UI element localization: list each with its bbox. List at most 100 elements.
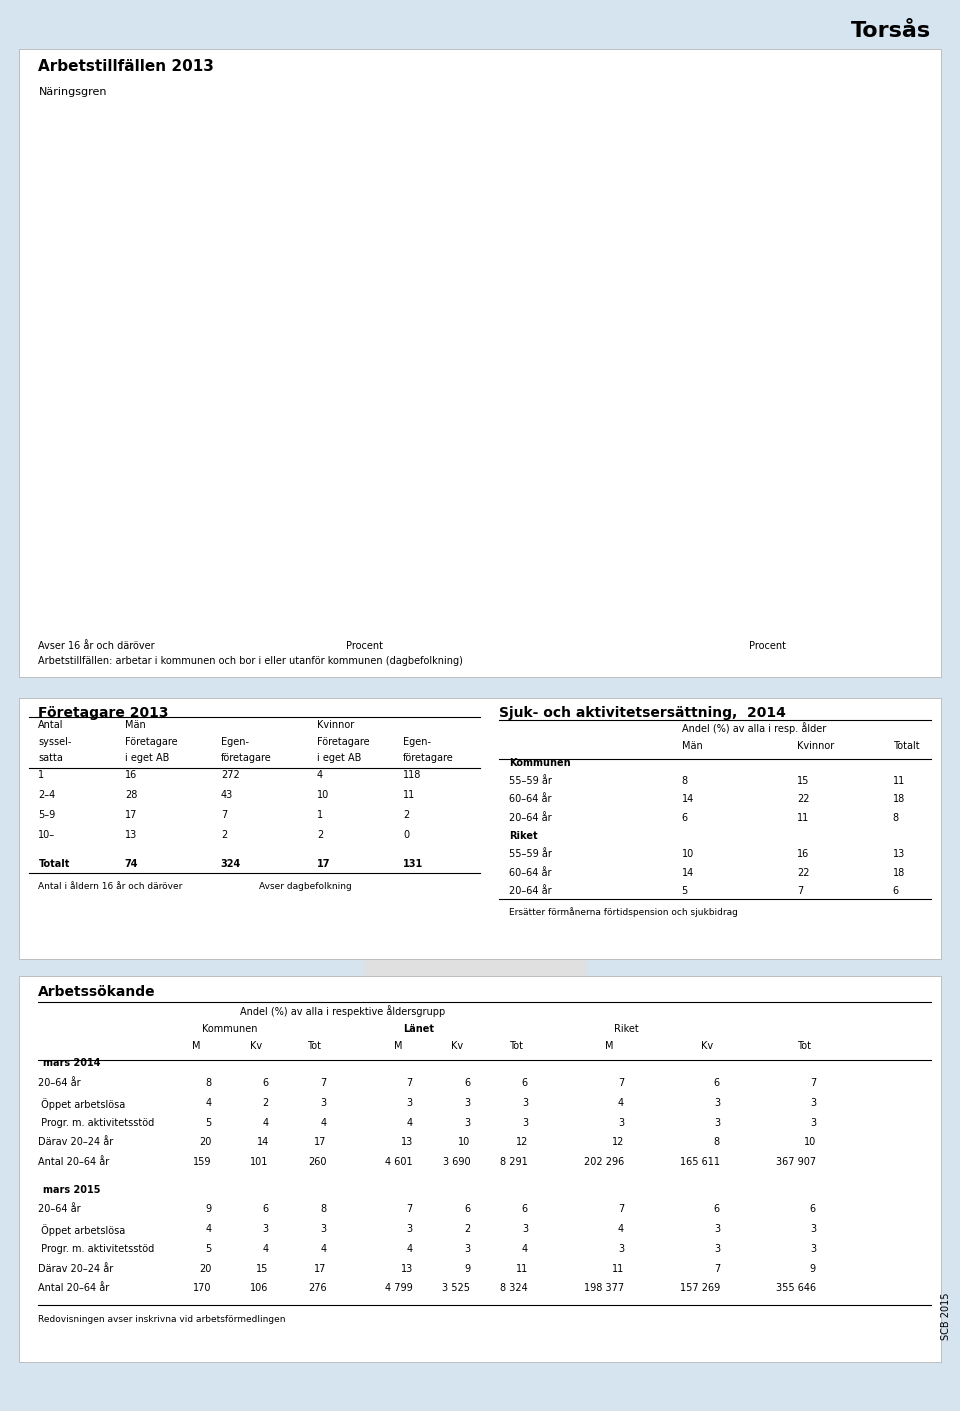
Text: 14: 14 — [682, 868, 694, 878]
Bar — [269, 155, 310, 166]
Text: Progr. m. aktivitetsstöd: Progr. m. aktivitetsstöd — [38, 1118, 155, 1127]
Text: 4 799: 4 799 — [385, 1284, 413, 1294]
Text: Företagare: Företagare — [125, 737, 178, 746]
Bar — [269, 216, 289, 227]
Text: Arbetstillfällen: arbetar i kommunen och bor i eller utanför kommunen (dagbefolk: Arbetstillfällen: arbetar i kommunen och… — [38, 656, 464, 666]
Text: Riket: Riket — [509, 831, 538, 841]
Text: mars 2014: mars 2014 — [43, 1058, 101, 1068]
Text: 7: 7 — [320, 1078, 326, 1088]
Text: 4: 4 — [618, 1225, 624, 1235]
Text: 367 907: 367 907 — [776, 1157, 816, 1167]
Bar — [269, 529, 279, 542]
Bar — [605, 317, 636, 330]
Text: Företagare 2013: Företagare 2013 — [38, 706, 169, 720]
Text: 18: 18 — [893, 794, 905, 804]
Text: 3: 3 — [618, 1245, 624, 1254]
Bar — [269, 306, 279, 317]
Text: 13: 13 — [893, 849, 905, 859]
Text: 11: 11 — [893, 776, 905, 786]
Text: 3: 3 — [407, 1098, 413, 1108]
Text: 17: 17 — [314, 1137, 326, 1147]
Text: 8: 8 — [321, 1205, 326, 1215]
Text: Progr. m. aktivitetsstöd: Progr. m. aktivitetsstöd — [38, 1245, 155, 1254]
Bar — [605, 378, 636, 391]
Text: 101: 101 — [251, 1157, 269, 1167]
Bar — [269, 439, 279, 452]
Text: 106: 106 — [251, 1284, 269, 1294]
Text: 2: 2 — [262, 1098, 269, 1108]
Text: Kv: Kv — [250, 1041, 262, 1051]
Text: 3: 3 — [714, 1225, 720, 1235]
Text: 3: 3 — [810, 1098, 816, 1108]
Text: 13: 13 — [125, 830, 137, 840]
Text: 4: 4 — [205, 1225, 211, 1235]
Bar — [605, 126, 820, 137]
Text: M: M — [605, 1041, 613, 1051]
Text: 4: 4 — [317, 770, 323, 780]
Text: 3: 3 — [522, 1225, 528, 1235]
Bar — [605, 457, 615, 468]
Text: 4: 4 — [407, 1245, 413, 1254]
Bar — [605, 155, 646, 166]
Text: 8: 8 — [714, 1137, 720, 1147]
Text: Kv: Kv — [701, 1041, 713, 1051]
Bar — [605, 426, 636, 439]
Text: 202 296: 202 296 — [584, 1157, 624, 1167]
Title: Riket: Riket — [740, 97, 777, 110]
Legend: Män, Kvinnor: Män, Kvinnor — [835, 552, 907, 584]
Text: 6: 6 — [522, 1078, 528, 1088]
Bar — [269, 518, 272, 529]
Text: 20–64 år: 20–64 år — [38, 1205, 81, 1215]
Bar — [605, 439, 625, 452]
Text: 3 690: 3 690 — [443, 1157, 470, 1167]
Text: 17: 17 — [314, 1264, 326, 1274]
Bar — [605, 246, 708, 258]
Bar — [605, 590, 625, 601]
Text: Avser 16 år och däröver: Avser 16 år och däröver — [38, 641, 155, 650]
Text: 9: 9 — [810, 1264, 816, 1274]
Bar — [269, 185, 310, 198]
Text: 4: 4 — [522, 1245, 528, 1254]
Text: 2: 2 — [221, 830, 228, 840]
Text: 11: 11 — [797, 813, 809, 823]
Bar — [269, 367, 300, 378]
Text: 8 324: 8 324 — [500, 1284, 528, 1294]
Text: 9: 9 — [465, 1264, 470, 1274]
Text: 170: 170 — [193, 1284, 211, 1294]
Text: SCB 2015: SCB 2015 — [941, 1292, 950, 1340]
Text: 2: 2 — [464, 1225, 470, 1235]
Bar — [269, 468, 392, 481]
Text: 3: 3 — [465, 1098, 470, 1108]
Text: 276: 276 — [308, 1284, 326, 1294]
Bar — [269, 246, 350, 258]
Bar — [269, 288, 361, 301]
Bar — [269, 166, 494, 179]
Text: 18: 18 — [893, 868, 905, 878]
Text: 17: 17 — [125, 810, 137, 820]
Bar — [605, 336, 615, 349]
Text: Redovisningen avser inskrivna vid arbetsförmedlingen: Redovisningen avser inskrivna vid arbets… — [38, 1315, 286, 1325]
Text: 2–4: 2–4 — [38, 790, 56, 800]
Text: Arbetssökande: Arbetssökande — [38, 985, 156, 999]
Text: 260: 260 — [308, 1157, 326, 1167]
Text: 3: 3 — [714, 1245, 720, 1254]
Text: Öppet arbetslösa: Öppet arbetslösa — [38, 1225, 126, 1236]
Text: Tot: Tot — [797, 1041, 811, 1051]
Text: 7: 7 — [406, 1078, 413, 1088]
Bar — [269, 547, 274, 560]
Text: 9: 9 — [205, 1205, 211, 1215]
Text: 8: 8 — [205, 1078, 211, 1088]
Text: företagare: företagare — [403, 753, 454, 763]
Text: 7: 7 — [221, 810, 228, 820]
Text: 5–9: 5–9 — [38, 810, 56, 820]
Bar — [605, 547, 615, 560]
Bar — [269, 577, 272, 590]
Text: 14: 14 — [682, 794, 694, 804]
Text: M: M — [394, 1041, 402, 1051]
Text: 15: 15 — [256, 1264, 269, 1274]
Text: 6: 6 — [714, 1205, 720, 1215]
Text: 159: 159 — [193, 1157, 211, 1167]
Text: Länet: Länet — [403, 1024, 434, 1034]
Text: 198 377: 198 377 — [584, 1284, 624, 1294]
Text: 3: 3 — [714, 1098, 720, 1108]
